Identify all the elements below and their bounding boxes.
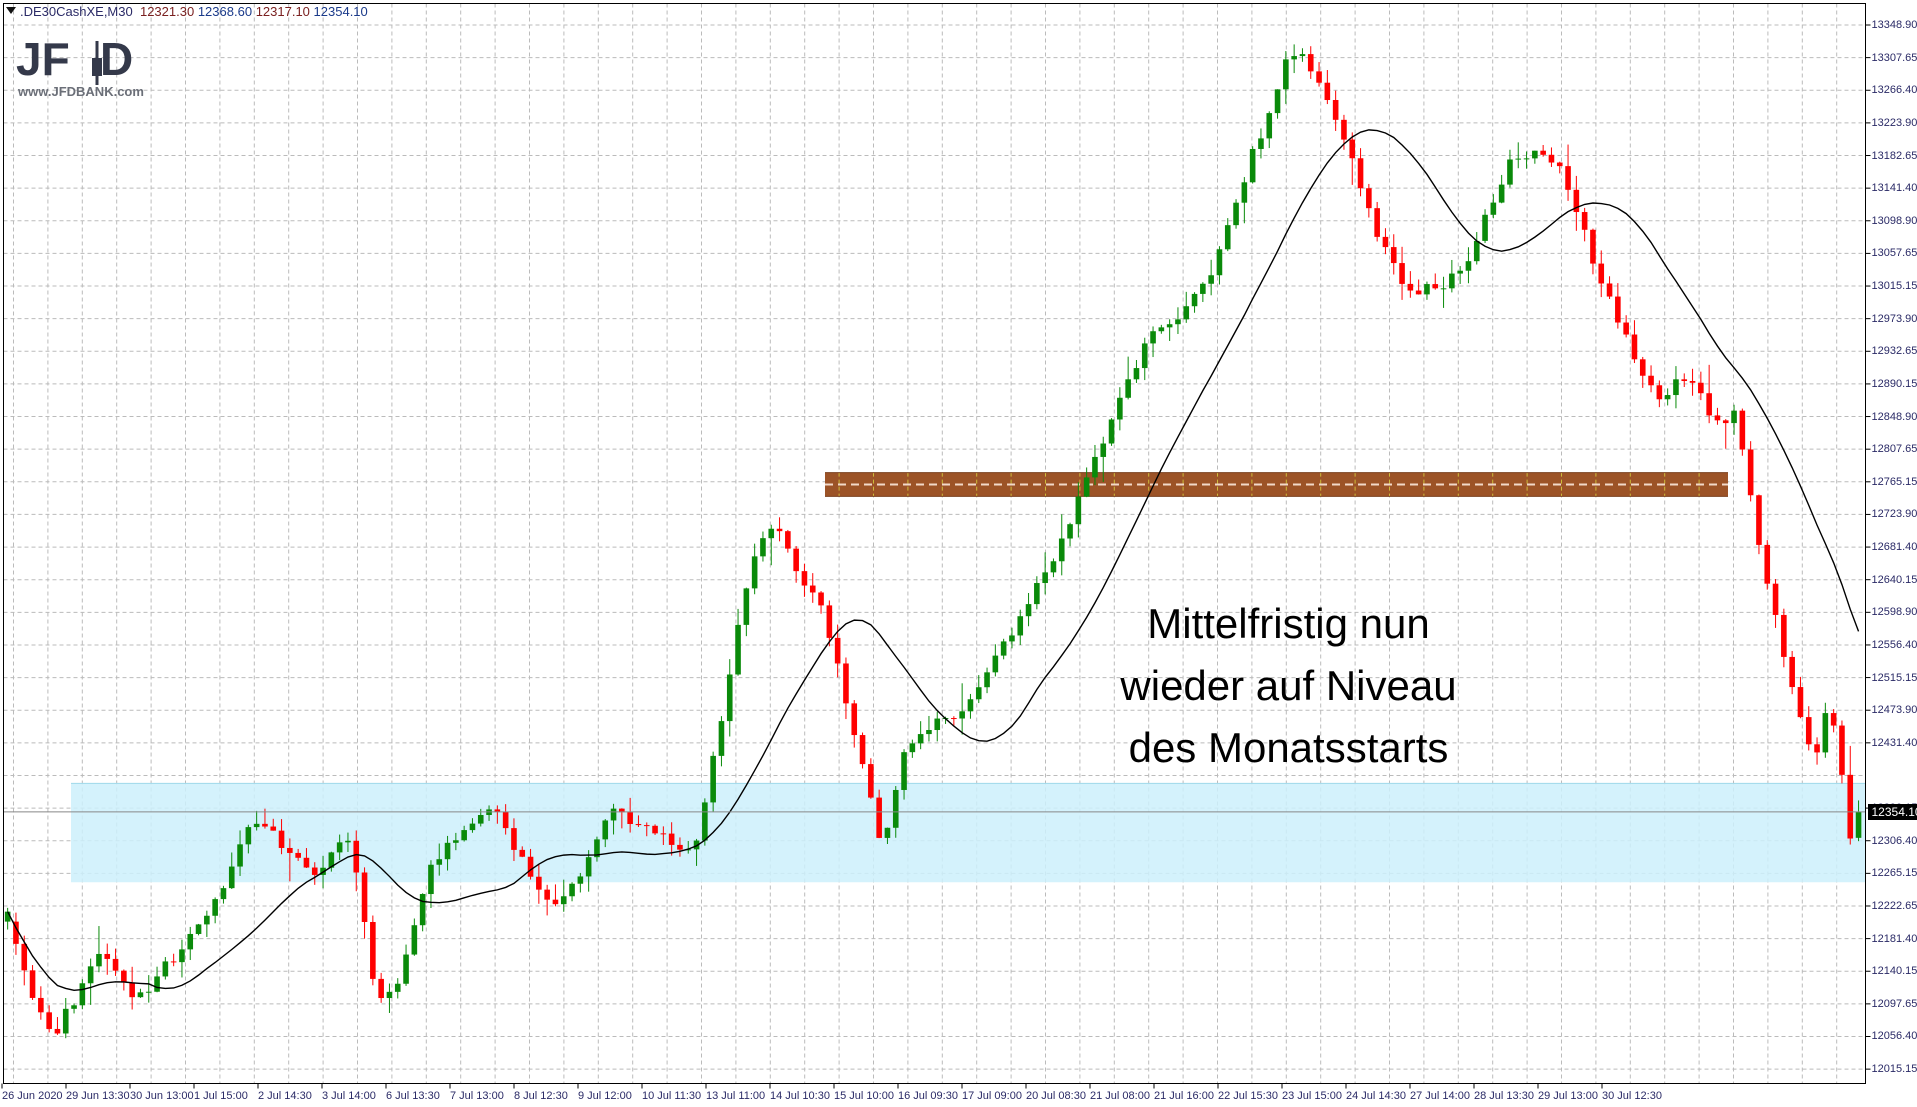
svg-text:D: D	[100, 33, 133, 85]
svg-text:JF: JF	[16, 33, 70, 85]
svg-text:www.JFDBANK.com: www.JFDBANK.com	[17, 84, 144, 99]
